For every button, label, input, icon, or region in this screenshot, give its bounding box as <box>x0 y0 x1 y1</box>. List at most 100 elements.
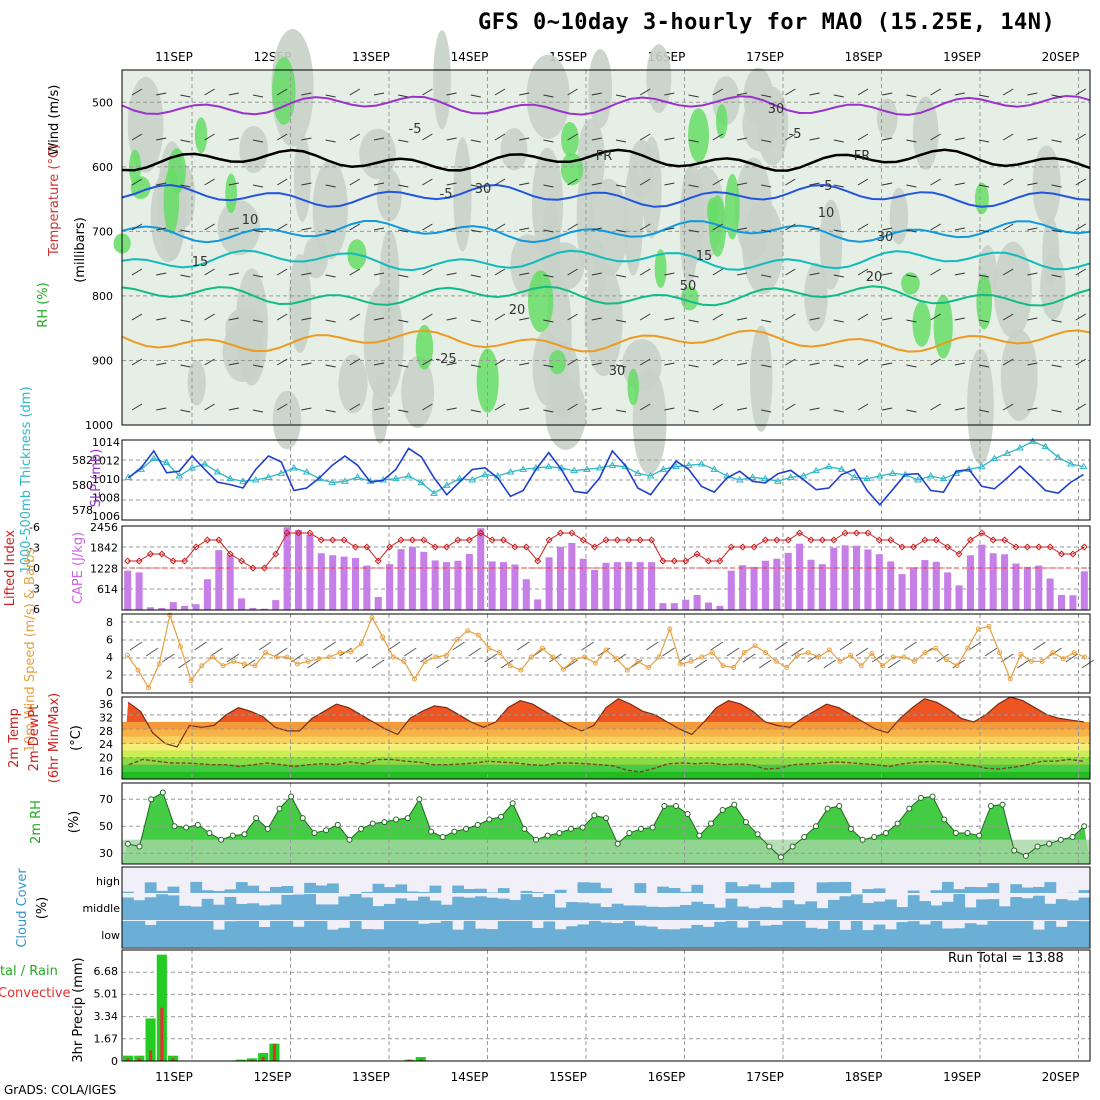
dewpt-axis-label: 2m DewPt <box>27 705 42 772</box>
precip-legend-total: otal / Rain <box>0 964 58 979</box>
cape-bar <box>203 579 211 610</box>
rh-moist-patch <box>194 117 208 154</box>
lifted-index-point <box>351 543 359 551</box>
wind-barb <box>252 229 264 233</box>
cape-bar <box>260 608 268 610</box>
wind-speed-point <box>890 654 896 660</box>
wind-barb <box>301 227 312 231</box>
thickness-point <box>583 465 591 472</box>
thickness-point <box>570 466 579 474</box>
cloud-cell <box>429 922 442 947</box>
bottom-date-label: 17SEP <box>746 1070 784 1084</box>
cloud-cell <box>463 897 476 920</box>
wind-barb <box>567 358 578 366</box>
wind-barb <box>180 409 191 413</box>
thickness-point <box>684 461 693 468</box>
cloud-cell <box>1078 890 1091 893</box>
cloud-cell <box>600 907 613 920</box>
rh-shade-patch <box>993 241 1032 339</box>
wind-barb <box>373 317 385 321</box>
rh-point <box>871 834 878 840</box>
wind-barb <box>422 223 433 231</box>
lifted-index-point <box>169 557 177 565</box>
cloud-cell <box>930 905 943 920</box>
thickness-point <box>506 468 515 475</box>
rh-tick: 50 <box>99 820 113 833</box>
thickness-point <box>786 473 795 480</box>
contour-label: 15 <box>192 255 209 270</box>
lifted-index-point <box>1046 543 1054 551</box>
wind-barb <box>736 92 748 96</box>
cloud-cell <box>862 889 875 893</box>
wind-barb <box>930 88 941 96</box>
wind-speed-point <box>763 650 769 656</box>
lifted-index-point <box>146 550 155 558</box>
contour-label: -5 <box>440 187 453 202</box>
cloud-cell <box>634 905 647 920</box>
cape-bar <box>556 546 564 610</box>
wind-speed-point <box>326 654 332 660</box>
wind-barb <box>833 229 844 233</box>
rh-point <box>917 794 924 801</box>
cape-bar <box>431 560 439 610</box>
cloud-cell <box>497 888 510 893</box>
surface-wind-barb <box>516 641 530 651</box>
pressure-tick: 500 <box>92 96 113 109</box>
contour-label: 30 <box>475 182 492 197</box>
cloud-cell <box>873 888 886 893</box>
wind-speed-point <box>529 654 535 660</box>
cloud-cell <box>759 925 772 947</box>
cloud-cell <box>725 921 738 947</box>
cape-bar <box>989 553 997 610</box>
cloud-cell <box>577 924 590 947</box>
wind-barb <box>1027 92 1038 96</box>
cape-bar <box>1035 565 1043 610</box>
wind-barb <box>591 272 602 276</box>
rh-point <box>707 820 714 827</box>
slp-tick: 1014 <box>92 436 120 449</box>
precip-convective-bar <box>419 1059 423 1061</box>
isotherm-line <box>121 329 1091 353</box>
rh-shade-patch <box>217 200 261 256</box>
cloud-cell <box>793 904 806 920</box>
top-date-label: 18SEP <box>845 50 883 64</box>
lifted-index-point <box>294 529 303 537</box>
cape-bar <box>1001 554 1009 610</box>
lifted-index-point <box>1023 543 1031 551</box>
rh-point <box>428 828 435 835</box>
wind-barb <box>398 94 409 98</box>
wind-barb <box>398 229 409 233</box>
rh-shade-patch <box>372 375 389 444</box>
rh-point <box>882 829 889 836</box>
wind-barb <box>882 407 893 411</box>
wind-barb <box>349 178 361 186</box>
wind-barb <box>664 227 675 231</box>
thickness-point <box>391 474 400 482</box>
wind-barb <box>809 92 820 96</box>
rh-point <box>498 813 505 820</box>
cloud-cell <box>623 905 635 920</box>
wind-barb <box>615 139 627 143</box>
rh-point <box>579 824 586 831</box>
lifted-index-point <box>750 543 758 551</box>
cloud-cell <box>611 923 624 947</box>
cloud-cell <box>828 882 840 893</box>
cloud-cell <box>543 894 556 920</box>
rh-point <box>253 815 260 822</box>
wind-barb <box>349 313 361 321</box>
rh-point <box>334 821 341 828</box>
li-tick: 0 <box>33 562 40 575</box>
rh-point <box>124 840 131 847</box>
rh-point <box>241 831 248 838</box>
cape-bar <box>238 598 246 610</box>
wind-barb <box>446 92 457 96</box>
cloud-cell <box>850 894 863 920</box>
wind-barb <box>519 92 530 96</box>
wind-barb <box>1075 223 1087 231</box>
wind-barb <box>325 319 336 323</box>
cloud-cell <box>235 921 248 947</box>
wind-barb <box>591 182 602 186</box>
temp-axis-label: 2m Temp <box>7 708 22 768</box>
wind-speed-point <box>337 650 343 656</box>
cloud-cell <box>976 924 988 947</box>
